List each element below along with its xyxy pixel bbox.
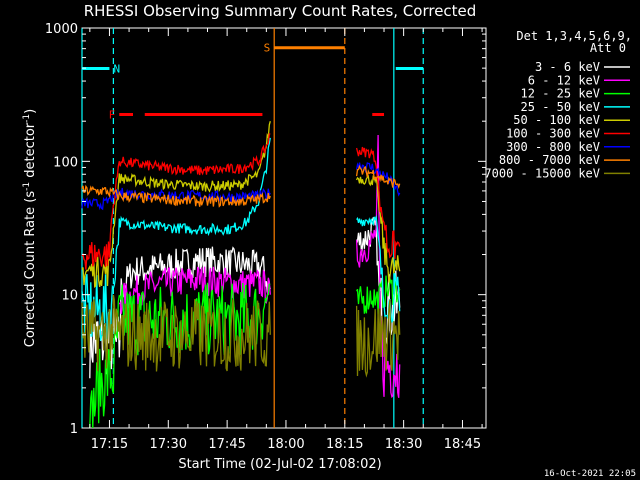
series-line — [81, 294, 271, 372]
y-label-sup1: -1 — [22, 182, 32, 191]
series-line — [81, 121, 271, 289]
legend-entry-label: 300 - 800 keV — [506, 140, 600, 154]
x-tick-label: 18:00 — [267, 437, 304, 452]
y-axis-label: Corrected Count Rate (s-1 detector-1) — [22, 109, 38, 347]
series-line — [355, 134, 401, 399]
series-line — [89, 282, 271, 429]
legend-entry-label: 50 - 100 keV — [513, 113, 600, 127]
footer-date: 16-Oct-2021 22:05 — [544, 469, 636, 479]
x-tick-label: 17:45 — [208, 437, 245, 452]
series-line — [355, 162, 401, 197]
series-line — [356, 214, 401, 323]
x-tick-label: 18:30 — [385, 437, 422, 452]
y-tick-label: 100 — [53, 155, 78, 170]
flag-label: F — [109, 109, 116, 122]
series-line — [355, 299, 401, 378]
legend-entry-label: 3 - 6 keV — [535, 60, 600, 74]
series-line — [355, 146, 401, 259]
y-tick-label: 10 — [61, 289, 78, 304]
x-tick-label: 18:15 — [326, 437, 363, 452]
x-tick-label: 18:45 — [444, 437, 481, 452]
series-line — [356, 216, 401, 345]
flag-label: N — [113, 63, 120, 76]
series-line — [355, 164, 401, 189]
flag-label: S — [264, 42, 271, 55]
legend-entry-label: 7000 - 15000 keV — [484, 166, 600, 180]
legend-entry-label: 6 - 12 keV — [528, 73, 600, 87]
x-tick-label: 17:30 — [150, 437, 187, 452]
y-label-part2: detector — [23, 122, 38, 182]
y-label-part1: Corrected Count Rate (s — [23, 191, 38, 348]
x-axis-label: Start Time (02-Jul-02 17:08:02) — [178, 457, 381, 472]
x-axis: 17:15 17:30 17:45 18:00 18:15 18:30 18:45 — [89, 28, 483, 452]
legend-entry-label: 12 - 25 keV — [521, 87, 600, 101]
legend-entry-label: 100 - 300 keV — [506, 127, 600, 141]
y-axis: 1 10 100 1000 — [45, 22, 486, 437]
y-tick-label: 1000 — [45, 22, 78, 37]
legend-entry-label: 25 - 50 keV — [521, 100, 600, 114]
chart-title: RHESSI Observing Summary Count Rates, Co… — [84, 2, 477, 20]
legend-header-line2: Att 0 — [590, 41, 626, 55]
plot-area: N F S — [81, 27, 487, 429]
series-line — [81, 137, 271, 346]
series-line — [356, 174, 401, 283]
y-label-sup2: -1 — [22, 114, 32, 123]
y-label-part3: ) — [23, 109, 38, 114]
series-line — [81, 133, 271, 270]
plot-frame — [81, 27, 487, 429]
series-line — [81, 184, 271, 208]
legend-header-line1: Det 1,3,4,5,6,9, — [516, 29, 632, 43]
x-tick-label: 17:15 — [91, 437, 128, 452]
legend-entry-label: 800 - 7000 keV — [499, 153, 600, 167]
y-tick-label: 1 — [70, 422, 78, 437]
